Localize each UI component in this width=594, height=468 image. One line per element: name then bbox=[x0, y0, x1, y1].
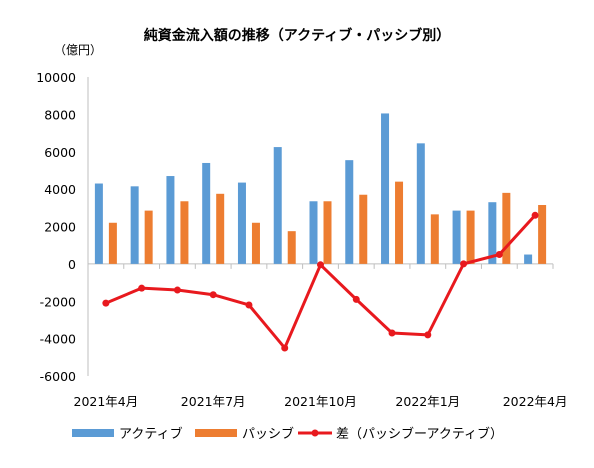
legend-label: アクティブ bbox=[119, 426, 183, 442]
y-tick-label: -2000 bbox=[40, 294, 76, 309]
passive-bar bbox=[180, 201, 189, 264]
difference-point bbox=[495, 251, 503, 259]
x-tick-label: 2022年1月 bbox=[395, 394, 460, 409]
difference-point bbox=[209, 291, 217, 299]
plot-area: 10000 8000 6000 4000 2000 0 -2000 -4000 -6000 202… bbox=[36, 70, 567, 409]
passive-bar bbox=[502, 192, 511, 264]
passive-bar bbox=[538, 205, 547, 264]
passive-bar bbox=[395, 181, 404, 264]
active-bar bbox=[309, 201, 318, 264]
passive-bar bbox=[359, 194, 368, 264]
passive-bar bbox=[466, 210, 475, 264]
chart-title: 純資金流入額の推移（アクティブ・パッシブ別） bbox=[144, 27, 450, 44]
active-bar bbox=[273, 147, 282, 264]
active-bar bbox=[416, 143, 425, 264]
difference-point bbox=[531, 211, 539, 219]
legend: アクティブ パッシブ 差（パッシブーアクティブ） bbox=[72, 426, 503, 442]
active-bar bbox=[166, 176, 175, 264]
active-bar bbox=[381, 113, 390, 264]
passive-bar bbox=[216, 193, 225, 264]
x-tick-label: 2022年4月 bbox=[503, 394, 568, 409]
y-tick-label: -6000 bbox=[40, 369, 76, 384]
passive-bar bbox=[430, 214, 439, 264]
x-tick-label: 2021年7月 bbox=[181, 394, 246, 409]
active-bar bbox=[94, 183, 103, 264]
active-bar bbox=[237, 182, 246, 264]
active-bar bbox=[345, 160, 354, 264]
y-tick-label: 4000 bbox=[44, 182, 76, 197]
y-tick-label: 0 bbox=[68, 257, 76, 272]
difference-point bbox=[460, 260, 468, 268]
difference-point bbox=[102, 299, 110, 307]
legend-label: パッシブ bbox=[242, 426, 294, 442]
y-tick-label: 10000 bbox=[36, 70, 76, 85]
passive-bar bbox=[144, 210, 153, 264]
legend-marker bbox=[311, 429, 319, 437]
legend-swatch bbox=[72, 429, 114, 437]
y-tick-label: 2000 bbox=[44, 220, 76, 235]
y-tick-label: 6000 bbox=[44, 145, 76, 160]
passive-bar bbox=[108, 222, 117, 264]
legend-swatch bbox=[195, 429, 237, 437]
y-unit-label: （億円） bbox=[54, 43, 102, 57]
passive-bar bbox=[287, 231, 296, 264]
x-tick-label: 2021年10月 bbox=[284, 394, 357, 409]
difference-point bbox=[173, 286, 181, 294]
active-bar bbox=[452, 210, 461, 264]
passive-bar bbox=[323, 201, 332, 264]
active-bar bbox=[202, 162, 211, 264]
y-tick-label: -4000 bbox=[40, 332, 76, 347]
difference-point bbox=[424, 331, 432, 339]
active-bar bbox=[130, 186, 139, 264]
legend-label: 差（パッシブーアクティブ） bbox=[336, 426, 503, 442]
difference-point bbox=[245, 301, 253, 309]
difference-point bbox=[138, 284, 146, 292]
active-bar bbox=[488, 202, 497, 264]
difference-point bbox=[388, 329, 396, 337]
passive-bar bbox=[251, 222, 260, 264]
difference-point bbox=[317, 261, 324, 269]
x-tick-label: 2021年4月 bbox=[74, 394, 139, 409]
y-tick-label: 8000 bbox=[44, 107, 76, 122]
active-bar bbox=[524, 254, 533, 264]
difference-point bbox=[352, 295, 360, 303]
difference-point bbox=[281, 344, 289, 352]
